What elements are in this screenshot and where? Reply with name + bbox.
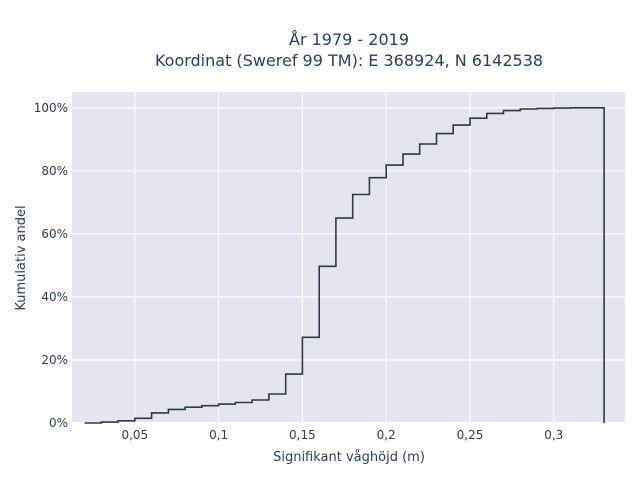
y-tick-label: 40%	[41, 290, 68, 304]
y-tick-label: 80%	[41, 164, 68, 178]
cdf-step-line	[84, 107, 605, 424]
x-tick-label: 0,25	[457, 428, 484, 442]
y-tick-label: 0%	[49, 416, 68, 430]
chart-title-line2: Koordinat (Sweref 99 TM): E 368924, N 61…	[155, 51, 543, 70]
x-tick-label: 0,15	[289, 428, 316, 442]
x-axis-title: Signifikant våghöjd (m)	[273, 450, 425, 465]
x-axis-ticks: 0,05 0,1 0,15 0,2 0,25 0,3	[121, 428, 563, 442]
chart-title-line1: År 1979 - 2019	[289, 30, 409, 49]
x-tick-label: 0,1	[209, 428, 228, 442]
x-tick-label: 0,2	[377, 428, 396, 442]
plot-area	[72, 92, 625, 423]
y-axis-ticks: 0% 20% 40% 60% 80% 100%	[34, 101, 68, 430]
y-tick-label: 20%	[41, 353, 68, 367]
y-axis-title: Kumulativ andel	[14, 205, 29, 310]
x-tick-label: 0,3	[544, 428, 563, 442]
y-tick-label: 100%	[34, 101, 68, 115]
x-tick-label: 0,05	[121, 428, 148, 442]
y-tick-label: 60%	[41, 227, 68, 241]
grid-lines	[72, 92, 625, 424]
